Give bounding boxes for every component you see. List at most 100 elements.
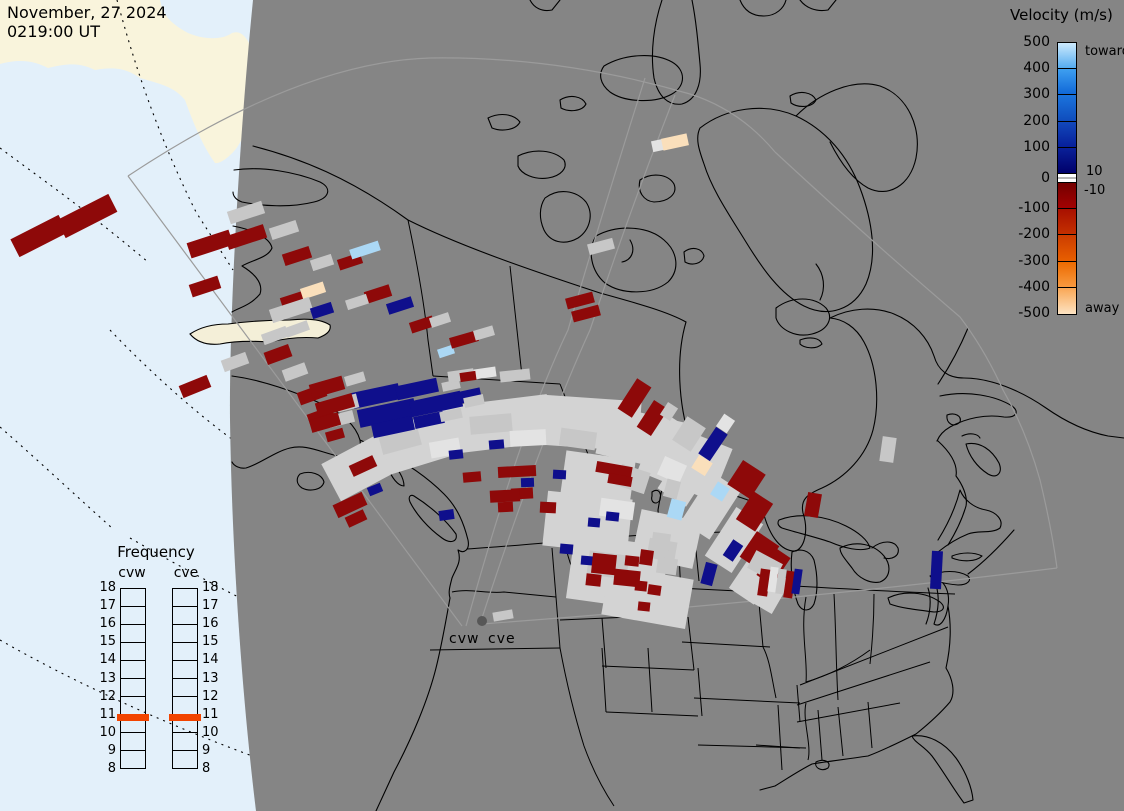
velocity-cell (350, 383, 402, 409)
frequency-ladder-cell (121, 625, 145, 643)
velocity-cell (595, 460, 633, 479)
fov-west-edge (127, 175, 463, 627)
velocity-tick-label: 300 (1023, 86, 1050, 103)
frequency-tick-label: 10 (99, 724, 116, 740)
velocity-cell (775, 568, 787, 595)
velocity-cell (268, 296, 314, 324)
velocity-cell (560, 450, 636, 505)
velocity-cell (552, 469, 567, 480)
velocity-cell (715, 413, 736, 434)
colorbar-segment (1058, 261, 1076, 288)
frequency-tick-label: 12 (99, 688, 116, 704)
velocity-cell (413, 411, 445, 429)
velocity-cell (463, 394, 485, 408)
velocity-cell (591, 552, 617, 576)
velocity-colorbar (1057, 42, 1077, 315)
frequency-tick-label: 14 (99, 652, 116, 668)
frequency-tick-label: 16 (202, 616, 219, 632)
frequency-tick-label: 9 (202, 742, 211, 758)
velocity-cell (473, 325, 495, 341)
velocity-cell (428, 312, 452, 328)
velocity-cell (497, 465, 537, 478)
frequency-tick-label: 9 (107, 742, 116, 758)
velocity-tick-label: 500 (1023, 34, 1050, 50)
frequency-ladder-cell (173, 625, 197, 643)
velocity-cell (698, 426, 728, 462)
velocity-cell (636, 412, 694, 476)
velocity-cell (691, 454, 713, 477)
frequency-column-label-cve: cve (173, 565, 199, 581)
velocity-cell (462, 471, 482, 483)
velocity-cell (672, 416, 706, 452)
frequency-ladder-cell (121, 751, 145, 768)
velocity-cell (656, 455, 688, 485)
frequency-ladder-cell (121, 589, 145, 607)
velocity-cell (56, 193, 118, 239)
velocity-cell (613, 568, 641, 588)
frequency-tick-label: 11 (99, 706, 116, 722)
frequency-tick-label: 13 (99, 670, 116, 686)
frequency-ladder-cell (121, 643, 145, 661)
velocity-tick-label: -300 (1018, 252, 1050, 269)
colorbar-segment (1058, 69, 1076, 96)
frequency-tick-label: 17 (99, 598, 116, 614)
velocity-cell (710, 481, 730, 502)
velocity-tick-label: 200 (1023, 112, 1050, 129)
velocity-cell (224, 224, 268, 250)
frequency-ladder-cell (173, 589, 197, 607)
velocity-cell (624, 555, 640, 567)
frequency-tick-label: 13 (202, 670, 219, 686)
frequency-ladder-cell (121, 733, 145, 751)
velocity-cell (314, 393, 356, 417)
fov-inner-edge-1 (465, 77, 646, 627)
velocity-cell (727, 459, 766, 500)
velocity-cell (580, 555, 594, 566)
frequency-tick-label: 12 (202, 688, 219, 704)
frequency-tick-label: 14 (202, 652, 219, 668)
velocity-cell (10, 214, 68, 258)
velocity-cell (558, 427, 598, 451)
velocity-cell (260, 325, 290, 346)
fov-inner-edge-2 (479, 94, 676, 625)
velocity-cell (587, 237, 615, 256)
velocity-cell (449, 330, 479, 349)
data-cells-layer (10, 133, 943, 630)
frequency-ladder-cell (173, 697, 197, 715)
frequency-ladder-cvw (120, 588, 146, 769)
velocity-cell (308, 375, 346, 399)
velocity-cell (662, 478, 682, 500)
velocity-cell (344, 509, 368, 528)
frequency-ladder-cell (121, 679, 145, 697)
velocity-cell (395, 377, 439, 401)
velocity-cell (565, 291, 595, 310)
colorbar-segment (1058, 147, 1076, 174)
velocity-cell (539, 501, 557, 514)
velocity-cell (739, 531, 780, 572)
frequency-ladder-cell (121, 715, 145, 733)
velocity-cell (650, 531, 672, 551)
velocity-cell (488, 439, 505, 450)
velocity-cell (637, 601, 651, 612)
velocity-tick-label: 0 (1041, 169, 1050, 186)
velocity-cell (281, 362, 309, 382)
velocity-cell (178, 374, 212, 399)
velocity-cell (348, 455, 378, 477)
frequency-ladder-cve (172, 588, 198, 769)
velocity-cell (186, 229, 234, 259)
velocity-cell (509, 429, 547, 447)
colorbar-segment (1058, 43, 1076, 70)
velocity-cell (437, 344, 455, 359)
coastlines (231, 0, 1124, 811)
velocity-cell (281, 245, 313, 267)
fov-east-arc (774, 151, 1058, 569)
velocity-cell (459, 370, 477, 383)
velocity-cell (356, 398, 418, 428)
velocity-cell (520, 477, 535, 488)
velocity-cell (344, 293, 370, 311)
velocity-cell (661, 133, 689, 151)
velocity-tick-label: -500 (1018, 305, 1050, 321)
radar-label-cvw: cvw (449, 631, 480, 647)
day-landmass (0, 0, 253, 164)
